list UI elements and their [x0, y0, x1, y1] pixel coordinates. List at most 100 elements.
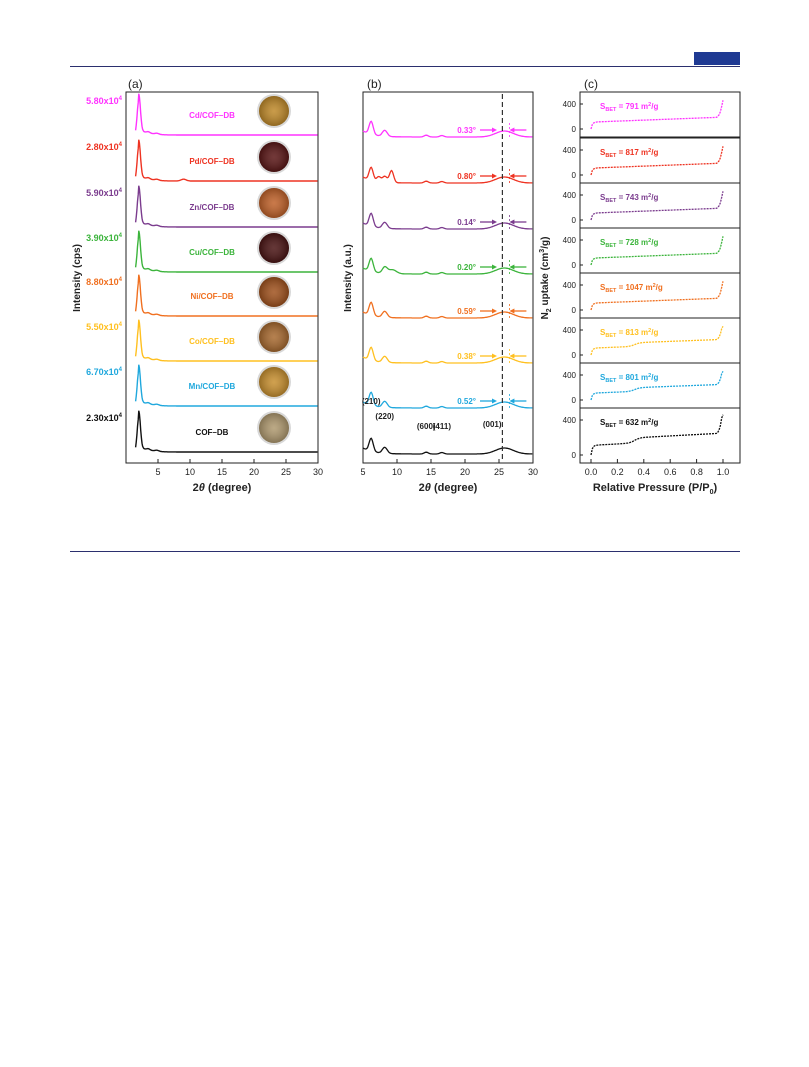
panel-a-series-name: Pd/COF–DB — [189, 157, 235, 166]
panel-c-ytick-label: 400 — [563, 191, 577, 200]
panel-c-isotherm — [590, 100, 724, 130]
panel-a-series-name: Ni/COF–DB — [190, 292, 233, 301]
panel-b-curve — [362, 391, 533, 409]
panel-c-xtick-label: 0.6 — [664, 467, 677, 477]
panel-a-ylabel: Intensity (cps) — [72, 244, 83, 312]
panel-a-series-name: Cu/COF–DB — [189, 248, 235, 257]
panel-c-subplot-frame — [579, 362, 741, 409]
panel-a-series-name: Zn/COF–DB — [190, 203, 235, 212]
panel-c-isotherm — [590, 414, 724, 456]
panel-c-ytick-label: 0 — [572, 396, 577, 405]
panel-b-shift-value: 0.20° — [457, 263, 476, 272]
panel-b-curve — [362, 346, 533, 364]
header-tag — [694, 52, 740, 65]
panel-a-xtick-label: 20 — [249, 467, 259, 477]
panel-b-arrowhead — [509, 173, 515, 179]
panel-c-bet-label: SBET = 817 m2/g — [600, 148, 658, 159]
panel-b-curve — [362, 301, 533, 319]
panel-b-arrowhead — [492, 127, 497, 133]
panel-b-arrowhead — [492, 308, 497, 314]
panel-b-arrowhead — [509, 308, 515, 314]
panel-b-arrowhead — [509, 219, 515, 225]
panel-a-curve — [134, 364, 318, 407]
panel-b-shift-value: 0.33° — [457, 126, 476, 135]
panel-a-series-name: COF–DB — [196, 428, 229, 437]
panel-b-curve — [362, 166, 533, 184]
panel-b-xtick-label: 15 — [426, 467, 436, 477]
panel-a-photo-shade — [259, 142, 289, 172]
panel-a-xlabel: 2θ (degree) — [193, 482, 252, 494]
panel-c-ytick-label: 400 — [563, 281, 577, 290]
panel-b-peak-label: (210) — [362, 397, 381, 406]
panel-c-isotherm — [590, 370, 724, 401]
panel-c-xtick-label: 0.8 — [690, 467, 703, 477]
panel-c-subplot-frame — [579, 91, 741, 138]
panel-b-curve — [362, 257, 533, 275]
panel-b-xlabel: 2θ (degree) — [419, 482, 478, 494]
panel-c-isotherm — [590, 325, 724, 356]
panel-c-ytick-label: 0 — [572, 261, 577, 270]
panel-a-scale-label: 5.80x104 — [86, 96, 123, 106]
panel-a-photo-shade — [259, 233, 289, 263]
panel-a: (a) Intensity (cps) 2θ (degree) 5 10 15 20 2… — [72, 77, 323, 494]
panel-c-subplot-frame — [579, 407, 741, 464]
panel-b-xtick-label: 20 — [460, 467, 470, 477]
panel-c-xtick-label: 1.0 — [717, 467, 730, 477]
panel-b-shift-value: 0.52° — [457, 397, 476, 406]
panel-c-ytick-label: 400 — [563, 146, 577, 155]
panel-a-curve — [134, 185, 318, 228]
panel-a-scale-label: 8.80x104 — [86, 277, 123, 287]
panel-c-ytick-label: 400 — [563, 100, 577, 109]
panel-b-shift-value: 0.14° — [457, 218, 476, 227]
panel-c-ytick-label: 0 — [572, 216, 577, 225]
panel-a-xtick-label: 15 — [217, 467, 227, 477]
panel-a-curve — [134, 274, 318, 317]
panel-b-arrowhead — [492, 398, 497, 404]
panel-b-arrowhead — [509, 127, 515, 133]
panel-b-arrowhead — [492, 219, 497, 225]
panel-c-ylabel: N2 uptake (cm3/g) — [539, 237, 553, 320]
panel-c-ytick-label: 400 — [563, 416, 577, 425]
panel-c-bet-label: SBET = 813 m2/g — [600, 328, 658, 339]
panel-a-label: (a) — [128, 77, 143, 91]
panel-c: (c) N2 uptake (cm3/g) Relative Pressure … — [539, 77, 741, 496]
figure: (a) Intensity (cps) 2θ (degree) 5 10 15 20 2… — [72, 77, 741, 496]
panel-a-curve — [134, 93, 318, 136]
panel-b-peak-label: (001) — [483, 420, 502, 429]
footer-rule — [70, 551, 740, 552]
panel-b-arrowhead — [492, 173, 497, 179]
panel-c-ytick-label: 400 — [563, 236, 577, 245]
panel-b-xtick-label: 5 — [360, 467, 365, 477]
panel-c-xtick-label: 0.2 — [611, 467, 624, 477]
panel-a-xtick-label: 30 — [313, 467, 323, 477]
panel-c-isotherm — [590, 281, 724, 311]
panel-a-scale-label: 5.50x104 — [86, 322, 123, 332]
panel-c-ytick-label: 0 — [572, 171, 577, 180]
panel-a-series-name: Co/COF–DB — [189, 337, 235, 346]
panel-b-peak-label: (411) — [433, 422, 452, 431]
panel-a-curve — [134, 230, 318, 273]
panel-c-subplot-frame — [579, 137, 741, 184]
panel-c-bet-label: SBET = 801 m2/g — [600, 373, 658, 384]
panel-a-photo-shade — [259, 413, 289, 443]
panel-b-peak-label: (220) — [375, 412, 394, 421]
panel-c-bet-label: SBET = 632 m2/g — [600, 418, 658, 429]
panel-c-ytick-label: 0 — [572, 306, 577, 315]
panel-a-frame — [125, 91, 319, 464]
panel-b-xtick-label: 10 — [392, 467, 402, 477]
panel-a-photo-shade — [259, 188, 289, 218]
panel-c-ytick-label: 0 — [572, 125, 577, 134]
panel-c-subplot-frame — [579, 317, 741, 364]
panel-b-arrowhead — [509, 398, 515, 404]
panel-a-xtick-label: 25 — [281, 467, 291, 477]
panel-b-curve — [362, 437, 533, 455]
panel-a-scale-label: 5.90x104 — [86, 188, 123, 198]
panel-a-scale-label: 2.30x104 — [86, 413, 123, 423]
panel-c-ytick-label: 400 — [563, 371, 577, 380]
panel-b-frame — [362, 91, 534, 464]
panel-a-scale-label: 2.80x104 — [86, 142, 123, 152]
panel-c-label: (c) — [584, 77, 598, 91]
panel-a-scale-label: 3.90x104 — [86, 233, 123, 243]
panel-b-arrowhead — [509, 353, 515, 359]
panel-b: (b) Intensity (a.u.) 2θ (degree) 5 10 15 20… — [343, 77, 538, 494]
